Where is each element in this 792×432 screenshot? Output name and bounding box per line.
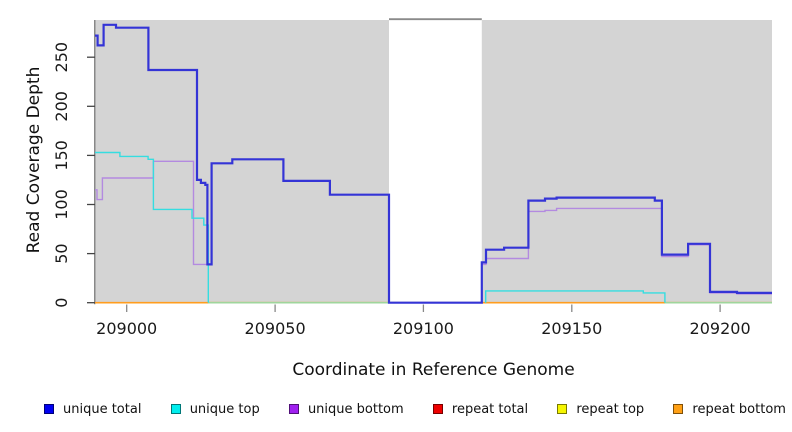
series-unique-total xyxy=(95,23,772,304)
legend-swatch xyxy=(288,404,299,414)
legend-label: repeat total xyxy=(451,401,529,417)
legend-item-repeat-total: repeat total xyxy=(432,401,529,417)
legend-item-repeat-bottom: repeat bottom xyxy=(673,402,786,417)
x-axis-title: Coordinate in Reference Genome xyxy=(292,360,575,380)
y-tick-label: 250 xyxy=(52,42,71,73)
y-tick-label: 100 xyxy=(52,189,71,220)
legend-item-repeat-top: repeat top xyxy=(557,402,644,417)
x-tick-label: 209200 xyxy=(690,319,751,338)
coverage-region xyxy=(95,20,389,304)
legend-label: repeat top xyxy=(576,401,645,417)
legend-swatch xyxy=(673,404,684,414)
y-tick-label: 150 xyxy=(52,140,71,171)
legend-swatch xyxy=(170,404,181,414)
legend-label: unique bottom xyxy=(307,401,404,417)
y-axis-title: Read Coverage Depth xyxy=(24,66,44,254)
series-unique-top xyxy=(485,290,666,303)
series-unique-top xyxy=(95,151,209,303)
x-tick-label: 209100 xyxy=(393,319,454,338)
legend-item-unique-bottom: unique bottom xyxy=(288,401,404,417)
legend: unique total unique top unique bottom repea… xyxy=(44,398,786,420)
legend-swatch xyxy=(557,404,568,414)
legend-item-unique-total: unique total xyxy=(44,402,141,417)
x-tick-label: 209150 xyxy=(541,319,602,338)
y-tick-label: 0 xyxy=(52,298,71,308)
x-tick-label: 209050 xyxy=(245,319,306,338)
y-tick-label: 200 xyxy=(52,91,71,122)
legend-label: unique total xyxy=(63,401,142,417)
legend-swatch xyxy=(44,404,54,414)
x-tick-label: 209000 xyxy=(96,319,157,338)
legend-swatch xyxy=(432,404,443,414)
legend-label: unique top xyxy=(189,401,260,417)
legend-label: repeat bottom xyxy=(692,401,786,417)
coverage-region xyxy=(481,20,772,304)
y-tick-label: 50 xyxy=(52,243,71,263)
legend-item-unique-top: unique top xyxy=(170,401,260,417)
